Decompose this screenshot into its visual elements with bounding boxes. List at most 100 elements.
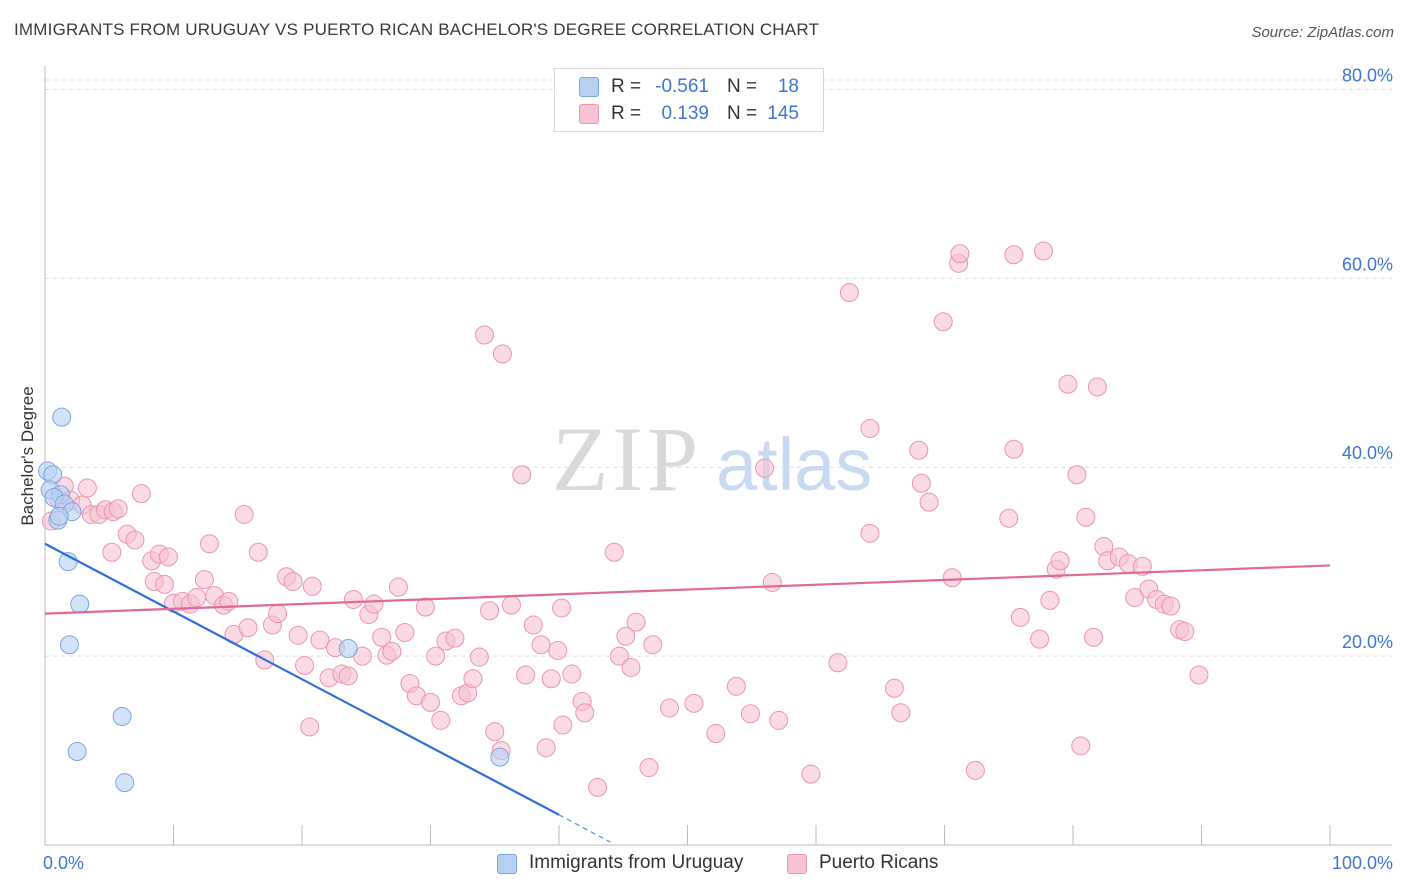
puerto-rican-point <box>643 635 663 655</box>
puerto-rican-point <box>684 693 704 713</box>
puerto-rican-point <box>1071 736 1091 756</box>
legend-label-uruguay: Immigrants from Uruguay <box>529 852 744 873</box>
puerto-rican-point <box>469 647 489 667</box>
chart-title: IMMIGRANTS FROM URUGUAY VS PUERTO RICAN … <box>14 20 820 39</box>
puerto-rican-point <box>1132 556 1152 576</box>
y-tick-label: 40.0% <box>1342 443 1393 463</box>
puerto-rican-point <box>621 657 641 677</box>
puerto-rican-point <box>199 534 219 554</box>
legend-label-puerto-ricans: Puerto Ricans <box>819 852 939 873</box>
puerto-rican-point <box>660 698 680 718</box>
puerto-rican-point <box>388 577 408 597</box>
puerto-rican-point <box>801 764 821 784</box>
puerto-rican-point <box>839 283 859 302</box>
n-value: 18 <box>777 76 799 97</box>
puerto-rican-point <box>1189 665 1209 685</box>
puerto-rican-point <box>1175 622 1195 642</box>
puerto-ricans-swatch <box>579 104 599 124</box>
y-tick-label: 80.0% <box>1342 65 1393 85</box>
watermark-atlas: atlas <box>716 423 872 506</box>
uruguay-point <box>490 747 510 767</box>
puerto-rican-point <box>552 598 572 618</box>
puerto-rican-point <box>338 666 358 686</box>
puerto-rican-point <box>1004 439 1024 459</box>
puerto-rican-point <box>1161 596 1181 616</box>
puerto-rican-point <box>860 419 880 438</box>
puerto-rican-point <box>531 635 551 655</box>
n-label: N = <box>727 76 758 97</box>
puerto-rican-point <box>1087 377 1107 397</box>
axes <box>44 66 1392 846</box>
puerto-rican-point <box>626 612 646 632</box>
puerto-ricans-trend-line <box>44 564 1331 615</box>
puerto-rican-point <box>706 724 726 744</box>
puerto-rican-point <box>158 547 178 567</box>
y-tick-label: 60.0% <box>1342 254 1393 274</box>
puerto-rican-point <box>950 244 970 264</box>
puerto-rican-point <box>769 710 789 730</box>
puerto-rican-point <box>755 458 775 478</box>
puerto-rican-point <box>909 440 929 460</box>
n-label: N = <box>727 103 758 124</box>
puerto-rican-point <box>588 777 608 797</box>
puerto-rican-point <box>474 325 494 345</box>
puerto-rican-point <box>616 626 636 646</box>
watermark: ZIP atlas <box>552 408 872 510</box>
uruguay-swatch <box>579 77 599 97</box>
puerto-rican-point <box>1076 507 1096 527</box>
puerto-rican-point <box>155 574 175 594</box>
puerto-rican-point <box>382 641 402 661</box>
uruguay-trend-line <box>44 542 560 816</box>
puerto-rican-point <box>911 473 931 493</box>
puerto-rican-point <box>125 530 145 550</box>
y-tick-label: 20.0% <box>1342 632 1393 652</box>
uruguay-trend-extension <box>558 814 611 843</box>
puerto-rican-point <box>187 588 207 608</box>
chart-source: Source: ZipAtlas.com <box>1251 24 1394 41</box>
uruguay-points <box>38 407 510 793</box>
puerto-rican-point <box>726 676 746 696</box>
puerto-rican-point <box>445 628 465 648</box>
puerto-rican-point <box>860 523 880 543</box>
puerto-rican-point <box>501 595 521 615</box>
uruguay-point <box>115 773 135 793</box>
puerto-rican-point <box>463 669 483 689</box>
puerto-rican-point <box>248 542 268 562</box>
puerto-rican-point <box>343 589 363 609</box>
puerto-rican-point <box>234 504 254 524</box>
puerto-rican-point <box>283 572 303 591</box>
x-tick-label: 100.0% <box>1332 853 1393 873</box>
puerto-rican-point <box>828 653 848 673</box>
puerto-rican-point <box>1050 551 1070 571</box>
puerto-rican-point <box>884 678 904 698</box>
puerto-rican-point <box>492 344 512 364</box>
puerto-rican-point <box>364 594 384 614</box>
puerto-rican-point <box>1040 590 1060 610</box>
stats-legend: R = -0.561 N = 18 R = 0.139 N = 145 <box>554 68 824 132</box>
puerto-rican-point <box>919 492 939 512</box>
puerto-rican-point <box>288 625 308 645</box>
puerto-rican-point <box>1067 465 1087 485</box>
puerto-rican-point <box>762 572 782 592</box>
puerto-rican-point <box>1084 627 1104 647</box>
puerto-rican-point <box>485 722 505 742</box>
puerto-rican-point <box>77 478 97 498</box>
puerto-rican-point <box>108 499 128 519</box>
legend-swatch-puerto-ricans <box>787 854 807 874</box>
uruguay-point <box>338 639 358 659</box>
uruguay-point <box>49 506 69 526</box>
puerto-rican-point <box>548 640 568 660</box>
r-label: R = <box>611 103 642 124</box>
puerto-rican-point <box>512 465 532 485</box>
puerto-rican-point <box>1125 588 1145 608</box>
puerto-rican-point <box>426 646 446 666</box>
puerto-rican-point <box>268 604 288 624</box>
legend-swatch-uruguay <box>497 854 517 874</box>
puerto-rican-point <box>965 760 985 780</box>
n-value: 145 <box>767 103 799 124</box>
puerto-rican-point <box>102 542 122 562</box>
puerto-rican-point <box>933 312 953 332</box>
puerto-rican-point <box>891 703 911 723</box>
puerto-rican-point <box>536 738 556 758</box>
